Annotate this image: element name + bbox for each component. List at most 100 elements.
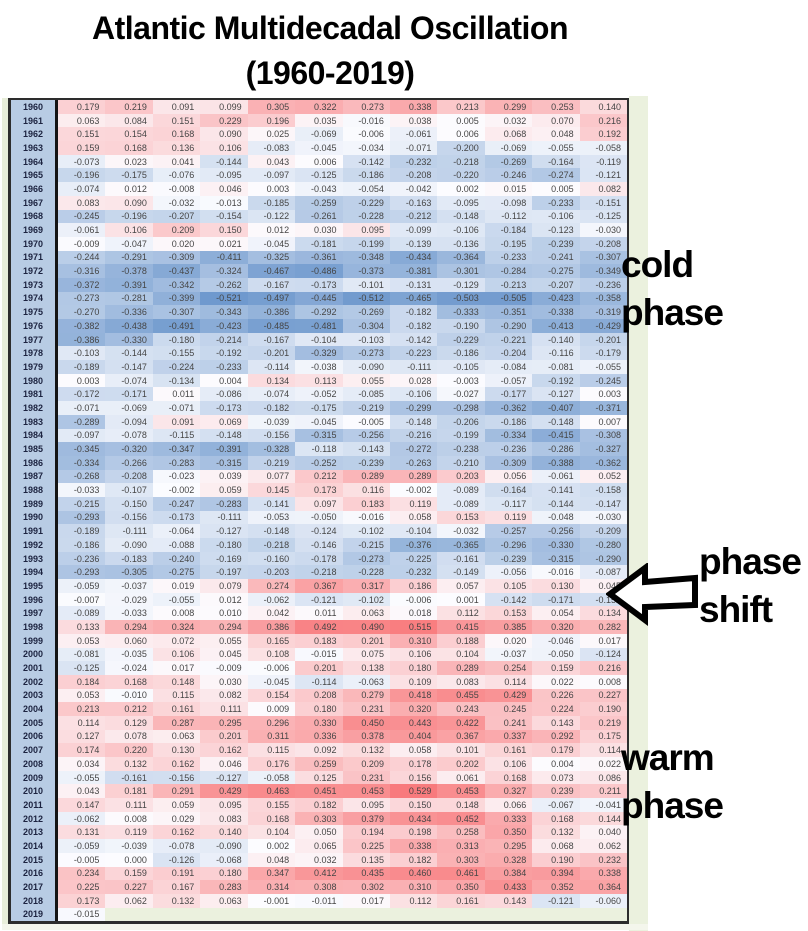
amo-value-cell[interactable]: 0.227	[579, 688, 628, 703]
amo-value-cell[interactable]: -0.228	[342, 565, 390, 580]
amo-value-cell[interactable]: -0.315	[295, 428, 343, 443]
amo-value-cell[interactable]: -0.090	[105, 538, 153, 552]
amo-value-cell[interactable]: 0.182	[295, 798, 343, 812]
amo-value-cell[interactable]: -0.373	[342, 264, 390, 278]
amo-value-cell[interactable]: -0.181	[295, 236, 343, 251]
amo-value-cell[interactable]: 0.159	[532, 661, 580, 675]
amo-value-cell[interactable]: 0.460	[389, 866, 438, 881]
amo-value-cell[interactable]: -0.111	[105, 524, 153, 538]
amo-value-cell[interactable]: -0.284	[484, 264, 533, 278]
amo-value-cell[interactable]: 0.322	[295, 100, 343, 114]
amo-value-cell[interactable]: -0.069	[484, 141, 533, 155]
amo-value-cell[interactable]: -0.239	[484, 551, 533, 566]
amo-value-cell[interactable]: -0.485	[247, 319, 296, 333]
amo-value-cell[interactable]: -0.055	[58, 770, 106, 785]
amo-value-cell[interactable]: 0.191	[152, 866, 201, 881]
amo-value-cell[interactable]: 0.132	[532, 825, 580, 840]
amo-value-cell[interactable]: -0.204	[484, 346, 533, 361]
amo-value-cell[interactable]: 0.143	[532, 715, 580, 730]
amo-value-cell[interactable]: 0.063	[58, 113, 106, 128]
amo-value-cell[interactable]: 0.001	[437, 592, 485, 607]
amo-value-cell[interactable]: -0.210	[437, 455, 485, 470]
amo-value-cell[interactable]: -0.032	[152, 195, 201, 210]
amo-value-cell[interactable]: -0.173	[295, 277, 343, 292]
amo-value-cell[interactable]: -0.512	[342, 291, 390, 306]
amo-value-cell[interactable]: 0.338	[579, 866, 628, 881]
amo-value-cell[interactable]: 0.112	[389, 893, 438, 908]
amo-value-cell[interactable]: -0.257	[484, 524, 533, 538]
amo-value-cell[interactable]: 0.091	[152, 414, 201, 429]
amo-value-cell[interactable]: -0.083	[247, 141, 296, 155]
amo-value-cell[interactable]: 0.194	[342, 825, 390, 840]
amo-value-cell[interactable]: 0.111	[105, 798, 153, 812]
amo-value-cell[interactable]: 0.062	[105, 893, 153, 908]
amo-value-cell[interactable]: -0.465	[389, 291, 438, 306]
amo-value-cell[interactable]: 0.148	[152, 674, 201, 689]
amo-value-cell[interactable]: -0.125	[579, 209, 628, 224]
amo-value-cell[interactable]: 0.008	[152, 606, 201, 621]
amo-value-cell[interactable]: -0.043	[295, 182, 343, 196]
amo-value-cell[interactable]: -0.411	[200, 250, 248, 265]
amo-value-cell[interactable]: -0.062	[58, 811, 106, 826]
amo-value-cell[interactable]: -0.074	[247, 387, 296, 402]
amo-value-cell[interactable]: 0.106	[105, 223, 153, 237]
year-label[interactable]: 1986	[11, 455, 58, 470]
amo-value-cell[interactable]: 0.145	[247, 483, 296, 497]
amo-value-cell[interactable]: -0.074	[58, 182, 106, 196]
amo-value-cell[interactable]: 0.234	[58, 866, 106, 881]
amo-value-cell[interactable]: 0.090	[105, 195, 153, 210]
amo-value-cell[interactable]: 0.452	[437, 811, 485, 826]
amo-value-cell[interactable]: -0.201	[579, 332, 628, 347]
amo-value-cell[interactable]: -0.386	[247, 305, 296, 319]
year-label[interactable]: 1963	[11, 141, 58, 155]
year-label[interactable]: 1970	[11, 236, 58, 251]
amo-value-cell[interactable]: -0.232	[389, 154, 438, 169]
amo-value-cell[interactable]: 0.178	[389, 757, 438, 771]
amo-value-cell[interactable]: -0.042	[389, 182, 438, 196]
year-label[interactable]: 2000	[11, 647, 58, 662]
amo-value-cell[interactable]: 0.295	[484, 839, 533, 853]
amo-value-cell[interactable]: 0.111	[200, 702, 248, 716]
amo-value-cell[interactable]: -0.030	[579, 510, 628, 525]
amo-value-cell[interactable]: 0.225	[58, 880, 106, 894]
amo-value-cell[interactable]: -0.245	[58, 209, 106, 224]
amo-value-cell[interactable]: 0.119	[484, 510, 533, 525]
amo-value-cell[interactable]: -0.199	[342, 236, 390, 251]
amo-value-cell[interactable]: 0.059	[200, 483, 248, 497]
amo-value-cell[interactable]: -0.160	[247, 551, 296, 566]
amo-value-cell[interactable]: -0.103	[342, 332, 390, 347]
amo-value-cell[interactable]: 0.017	[152, 661, 201, 675]
amo-value-cell[interactable]: -0.122	[247, 209, 296, 224]
amo-value-cell[interactable]: -0.054	[342, 182, 390, 196]
amo-value-cell[interactable]: 0.106	[389, 647, 438, 662]
amo-value-cell[interactable]: -0.002	[152, 483, 201, 497]
amo-value-cell[interactable]: -0.032	[437, 524, 485, 538]
amo-value-cell[interactable]: 0.259	[295, 757, 343, 771]
amo-value-cell[interactable]: 0.114	[484, 674, 533, 689]
amo-value-cell[interactable]: -0.125	[295, 168, 343, 183]
amo-value-cell[interactable]: -0.098	[484, 195, 533, 210]
amo-value-cell[interactable]: 0.066	[484, 798, 533, 812]
amo-value-cell[interactable]: 0.161	[437, 893, 485, 908]
amo-value-cell[interactable]: 0.337	[484, 729, 533, 744]
amo-value-cell[interactable]: -0.280	[579, 538, 628, 552]
amo-value-cell[interactable]: -0.207	[532, 277, 580, 292]
year-label[interactable]: 1983	[11, 414, 58, 429]
amo-value-cell[interactable]	[200, 907, 248, 922]
amo-value-cell[interactable]: -0.002	[389, 483, 438, 497]
amo-value-cell[interactable]: -0.266	[105, 455, 153, 470]
amo-value-cell[interactable]: 0.241	[484, 715, 533, 730]
amo-value-cell[interactable]: 0.068	[484, 127, 533, 142]
amo-value-cell[interactable]: -0.309	[152, 250, 201, 265]
amo-value-cell[interactable]: 0.310	[389, 880, 438, 894]
amo-value-cell[interactable]: 0.053	[58, 633, 106, 648]
amo-value-cell[interactable]: 0.314	[247, 880, 296, 894]
amo-value-cell[interactable]: -0.126	[152, 852, 201, 867]
amo-value-cell[interactable]: -0.236	[579, 277, 628, 292]
amo-value-cell[interactable]: 0.212	[105, 702, 153, 716]
amo-value-cell[interactable]: -0.073	[58, 154, 106, 169]
amo-value-cell[interactable]: -0.180	[152, 332, 201, 347]
amo-value-cell[interactable]	[532, 907, 580, 922]
amo-value-cell[interactable]: -0.256	[532, 524, 580, 538]
amo-value-cell[interactable]: -0.009	[200, 661, 248, 675]
